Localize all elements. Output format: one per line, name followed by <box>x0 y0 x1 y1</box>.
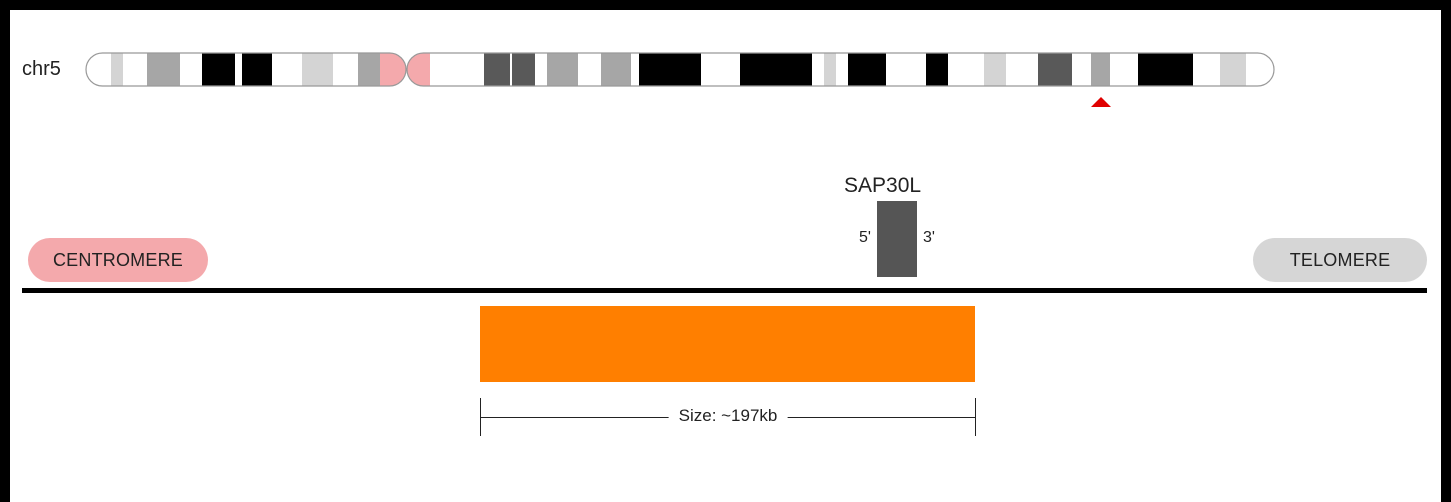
chromosome-band <box>1006 53 1038 86</box>
chromosome-band <box>740 53 779 86</box>
chromosome-band <box>926 53 948 86</box>
chromosome-band <box>948 53 984 86</box>
chromosome-band <box>242 53 272 86</box>
size-label: Size: ~197kb <box>668 406 788 426</box>
gene-box <box>877 201 917 277</box>
centromere-badge: CENTROMERE <box>28 238 208 282</box>
chromosome-band <box>1072 53 1091 86</box>
chromosome-band <box>272 53 302 86</box>
chromosome-band <box>547 53 578 86</box>
chromosome-band <box>848 53 886 86</box>
chromosome-band <box>358 53 380 86</box>
centromere-label: CENTROMERE <box>52 249 183 270</box>
chromosome-band <box>779 53 812 86</box>
chromosome-band <box>430 53 484 86</box>
chromosome-band <box>812 53 824 86</box>
chromosome-band <box>984 53 1006 86</box>
chromosome-band <box>1038 53 1072 86</box>
chromosome-band <box>824 53 836 86</box>
chromosome-band <box>484 53 510 86</box>
chromosome-band <box>333 53 358 86</box>
chromosome-band <box>235 53 242 86</box>
size-bracket-right-tick <box>975 398 976 436</box>
five-prime-label: 5' <box>859 229 871 246</box>
locus-marker-icon <box>1091 97 1111 107</box>
telomere-label: TELOMERE <box>1289 249 1391 270</box>
chromosome-band <box>202 53 235 86</box>
chromosome-band <box>836 53 848 86</box>
genome-axis-line <box>22 288 1427 293</box>
telomere-badge: TELOMERE <box>1253 238 1427 282</box>
chromosome-band <box>405 53 430 86</box>
gene-name: SAP30L <box>844 174 922 197</box>
chromosome-band <box>886 53 926 86</box>
chromosome-band <box>111 53 123 86</box>
chromosome-band <box>639 53 701 86</box>
chromosome-band <box>1110 53 1138 86</box>
chromosome-band <box>123 53 147 86</box>
diagram-panel: chr5 SAP30L 5' 3' CENTROMERE TELOMERE Si… <box>10 10 1441 502</box>
chromosome-band <box>147 53 180 86</box>
chromosome-p-arm-outline <box>85 52 407 87</box>
chromosome-band <box>1193 53 1220 86</box>
chromosome-label: chr5 <box>22 58 61 80</box>
chromosome-band <box>86 53 111 86</box>
chromosome-band <box>302 53 333 86</box>
chromosome-band <box>1138 53 1193 86</box>
chromosome-q-arm-outline <box>406 52 1275 87</box>
chromosome-band <box>578 53 601 86</box>
size-bracket: Size: ~197kb <box>480 398 976 438</box>
chromosome-band <box>512 53 535 86</box>
chromosome-band <box>380 53 405 86</box>
chromosome-band <box>1220 53 1246 86</box>
region-bar <box>480 306 975 382</box>
chromosome-band <box>535 53 547 86</box>
chromosome-band <box>631 53 639 86</box>
chromosome-band <box>180 53 202 86</box>
chromosome-band <box>1091 53 1110 86</box>
three-prime-label: 3' <box>923 229 935 246</box>
chromosome-band <box>601 53 631 86</box>
chromosome-ideogram <box>85 52 1275 107</box>
size-bracket-left-tick <box>480 398 481 436</box>
chromosome-band <box>701 53 740 86</box>
